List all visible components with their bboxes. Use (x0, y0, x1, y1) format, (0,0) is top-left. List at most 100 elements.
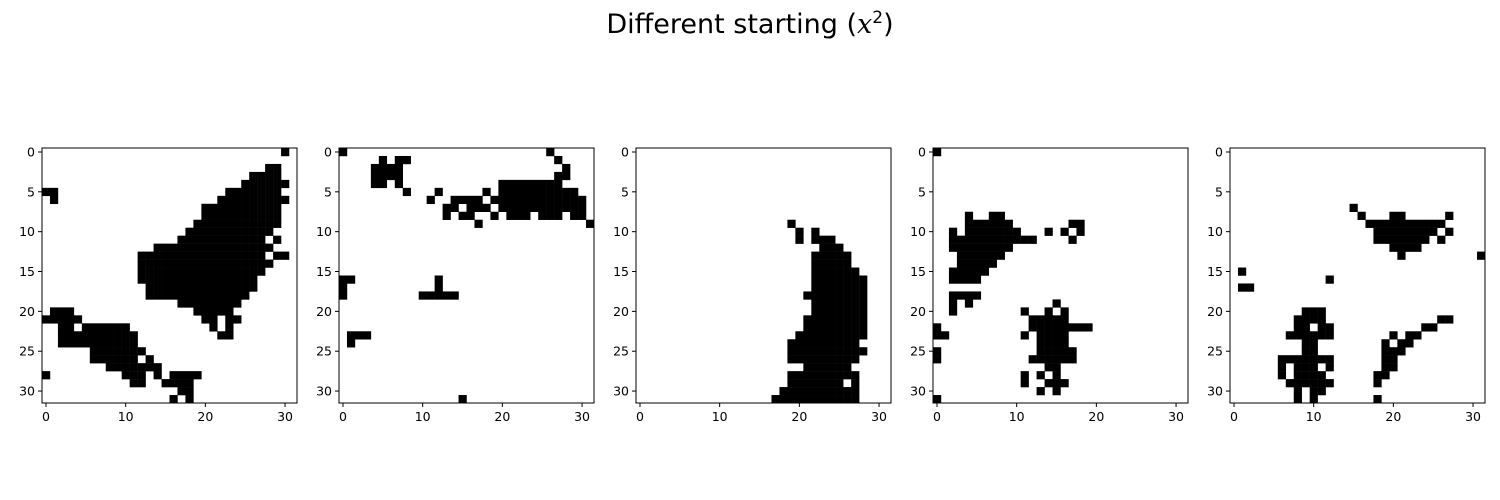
heatmap-cell (225, 243, 234, 252)
heatmap-cell (402, 187, 411, 197)
heatmap-cell (843, 267, 852, 276)
heatmap-cell (1381, 227, 1390, 236)
heatmap-cell (1084, 323, 1093, 332)
heatmap-cell (948, 307, 958, 316)
heatmap-cell (1373, 371, 1382, 380)
heatmap-cell (1036, 339, 1045, 348)
heatmap-cell (1429, 323, 1438, 332)
heatmap-cell (153, 275, 162, 284)
heatmap-cell (1397, 219, 1406, 228)
y-tick-label: 30 (910, 384, 926, 399)
heatmap-cell (161, 267, 170, 276)
heatmap-cell (948, 299, 958, 308)
heatmap-cell (827, 307, 836, 316)
heatmap-cell (803, 339, 812, 348)
heatmap-cell (177, 379, 186, 388)
figure-title-paren-open: ( (846, 9, 858, 40)
heatmap-cell (795, 227, 804, 236)
heatmap-cell (169, 251, 178, 260)
heatmap-cell (1293, 379, 1302, 388)
heatmap-cell (538, 187, 547, 197)
heatmap-cell (185, 283, 194, 292)
heatmap-cell (964, 227, 974, 236)
y-tick-label: 0 (918, 144, 926, 159)
heatmap-cell (811, 315, 820, 324)
heatmap-cell (241, 283, 250, 292)
heatmap-cell (201, 243, 210, 252)
heatmap-cell (89, 339, 99, 348)
heatmap-cell (554, 195, 563, 205)
heatmap-cell (506, 179, 515, 189)
heatmap-cell (137, 347, 146, 356)
x-tick-label: 0 (933, 409, 941, 424)
heatmap-cell (546, 211, 555, 220)
heatmap-cell (209, 323, 218, 332)
heatmap-cell (554, 155, 563, 165)
heatmap-cell (964, 235, 974, 244)
heatmap-cell (81, 323, 91, 332)
heatmap-cell (1052, 331, 1061, 340)
heatmap-cell (249, 219, 258, 228)
heatmap-cell (1413, 227, 1422, 236)
heatmap-cell (442, 211, 451, 220)
heatmap-cell (442, 291, 451, 300)
heatmap-cell (466, 203, 475, 212)
heatmap-cell (153, 267, 162, 276)
y-tick-label: 25 (910, 344, 926, 359)
heatmap-cell (795, 395, 804, 404)
heatmap-cell (1413, 235, 1422, 244)
heatmap-cell (193, 259, 202, 268)
heatmap-cell (1044, 315, 1053, 324)
heatmap-cell (1004, 219, 1013, 228)
heatmap-cell (972, 243, 982, 252)
heatmap-cell (233, 283, 242, 292)
heatmap-cell (1052, 379, 1061, 388)
heatmap-cell (185, 267, 194, 276)
heatmap-cell (1020, 307, 1029, 316)
heatmap-cell (1036, 387, 1045, 396)
heatmap-cell (1381, 371, 1390, 380)
heatmap-cell (859, 323, 868, 332)
heatmap-cell (851, 307, 860, 316)
heatmap-cell (1317, 307, 1326, 316)
heatmap-cell (402, 155, 411, 165)
heatmap-cell (225, 211, 234, 220)
heatmap-cell (996, 251, 1005, 260)
heatmap-cell (241, 291, 250, 300)
heatmap-cell (217, 267, 226, 276)
heatmap-cell (1060, 339, 1069, 348)
heatmap-cell (1405, 219, 1414, 228)
heatmap-cell (1012, 227, 1021, 236)
heatmap-cell (859, 315, 868, 324)
heatmap-cell (105, 355, 114, 364)
x-tick-label: 30 (1465, 409, 1481, 424)
x-tick-label: 30 (1168, 409, 1184, 424)
heatmap-cell (225, 307, 234, 316)
heatmap-cell (1293, 363, 1302, 372)
heatmap-cell (956, 291, 966, 300)
y-tick-label: 15 (19, 264, 35, 279)
heatmap-cell (1317, 331, 1326, 340)
figure-title-paren-close: ) (883, 9, 894, 40)
heatmap-cell (1301, 371, 1310, 380)
heatmap-cell (233, 259, 242, 268)
heatmap-cell (137, 371, 146, 380)
heatmap-cell (201, 283, 210, 292)
heatmap-cell (819, 275, 828, 284)
y-tick-label: 30 (1207, 384, 1223, 399)
heatmap-cell (249, 211, 258, 220)
heatmap-cell (1317, 323, 1326, 332)
heatmap-cell (209, 203, 218, 212)
heatmap-cell (177, 291, 186, 300)
heatmap-cell (851, 267, 860, 276)
heatmap-cell (1044, 347, 1053, 356)
heatmap-cell (113, 331, 122, 340)
heatmap-cell (209, 291, 218, 300)
heatmap-cell (964, 275, 974, 284)
heatmap-cell (819, 259, 828, 268)
heatmap-cell (562, 187, 571, 197)
heatmap-cell (1285, 331, 1294, 340)
heatmap-cell (281, 195, 290, 205)
heatmap-cell (835, 315, 844, 324)
heatmap-cell (225, 259, 234, 268)
